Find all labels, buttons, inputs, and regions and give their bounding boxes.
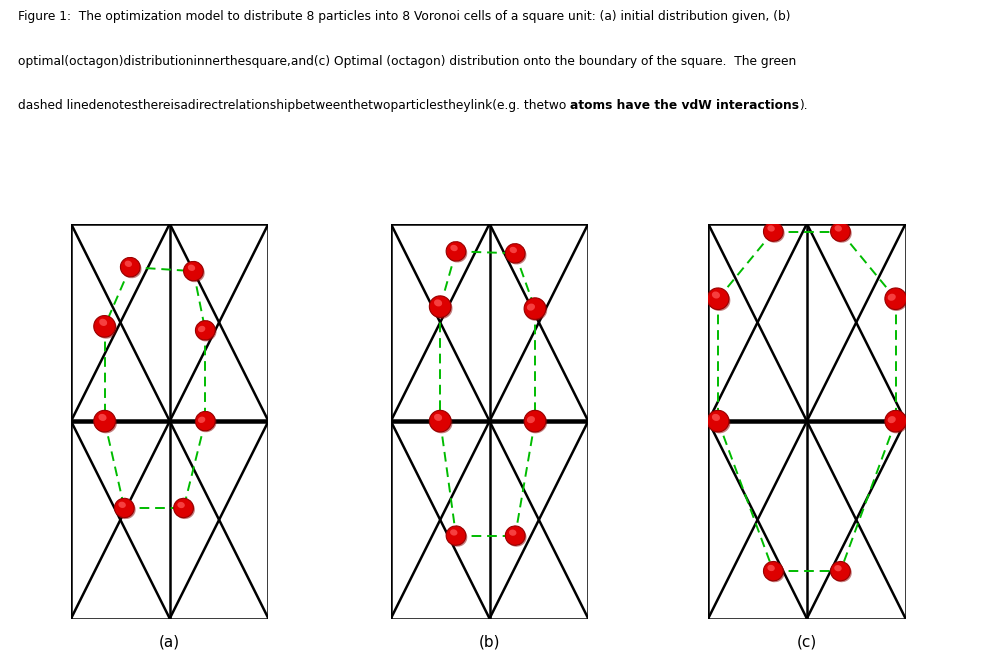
Ellipse shape	[188, 265, 195, 271]
Ellipse shape	[94, 412, 117, 434]
Ellipse shape	[94, 316, 117, 339]
Ellipse shape	[526, 416, 535, 423]
Ellipse shape	[506, 526, 525, 545]
Ellipse shape	[830, 561, 850, 581]
Ellipse shape	[98, 414, 106, 421]
Ellipse shape	[120, 257, 140, 277]
Ellipse shape	[198, 417, 206, 423]
Ellipse shape	[834, 225, 842, 232]
Ellipse shape	[446, 526, 465, 545]
Ellipse shape	[196, 413, 216, 432]
Ellipse shape	[509, 530, 517, 536]
Ellipse shape	[506, 527, 526, 547]
Ellipse shape	[99, 318, 107, 326]
Ellipse shape	[524, 412, 547, 434]
Ellipse shape	[524, 299, 547, 321]
Ellipse shape	[198, 326, 206, 332]
Ellipse shape	[430, 412, 453, 434]
Ellipse shape	[526, 303, 535, 311]
Ellipse shape	[450, 529, 458, 536]
Ellipse shape	[184, 263, 205, 282]
Ellipse shape	[429, 411, 451, 432]
Text: dashed linedenotesthereisadirectrelationshipbetweenthetwoparticlestheylink(e.g. : dashed linedenotesthereisadirectrelation…	[18, 99, 570, 112]
Ellipse shape	[434, 414, 442, 421]
Ellipse shape	[707, 288, 729, 309]
Ellipse shape	[93, 316, 115, 337]
Ellipse shape	[174, 498, 194, 518]
Ellipse shape	[114, 498, 134, 518]
Text: atoms have the vdW interactions: atoms have the vdW interactions	[570, 99, 799, 112]
Ellipse shape	[447, 527, 467, 547]
Ellipse shape	[764, 563, 784, 582]
Ellipse shape	[446, 241, 465, 261]
Ellipse shape	[711, 291, 720, 299]
Ellipse shape	[764, 222, 783, 241]
Ellipse shape	[506, 245, 526, 265]
Ellipse shape	[768, 225, 774, 232]
Ellipse shape	[451, 245, 458, 251]
Ellipse shape	[886, 412, 908, 434]
Ellipse shape	[115, 499, 136, 519]
Ellipse shape	[711, 414, 720, 421]
Text: (b): (b)	[479, 634, 500, 649]
Ellipse shape	[429, 296, 451, 317]
Text: (a): (a)	[159, 634, 180, 649]
Ellipse shape	[196, 322, 216, 342]
Ellipse shape	[834, 565, 841, 571]
Ellipse shape	[118, 501, 126, 508]
Ellipse shape	[888, 293, 895, 301]
Text: (c): (c)	[797, 634, 817, 649]
Ellipse shape	[764, 223, 784, 243]
Ellipse shape	[885, 288, 906, 309]
Ellipse shape	[831, 563, 852, 582]
Ellipse shape	[447, 243, 467, 263]
Ellipse shape	[174, 499, 195, 519]
Ellipse shape	[196, 411, 215, 431]
Ellipse shape	[93, 411, 115, 432]
Ellipse shape	[830, 222, 850, 241]
Text: Figure 1:  The optimization model to distribute 8 particles into 8 Voronoi cells: Figure 1: The optimization model to dist…	[18, 10, 790, 23]
Ellipse shape	[196, 320, 215, 340]
Ellipse shape	[707, 412, 730, 434]
Ellipse shape	[430, 297, 453, 319]
Ellipse shape	[764, 561, 783, 581]
Ellipse shape	[707, 290, 730, 311]
Ellipse shape	[506, 243, 525, 263]
Ellipse shape	[886, 290, 908, 311]
Text: ).: ).	[799, 99, 808, 112]
Ellipse shape	[768, 565, 774, 571]
Ellipse shape	[524, 411, 546, 432]
Ellipse shape	[888, 416, 895, 423]
Ellipse shape	[707, 411, 729, 432]
Ellipse shape	[434, 299, 442, 307]
Ellipse shape	[121, 259, 142, 278]
Ellipse shape	[831, 223, 852, 243]
Ellipse shape	[184, 261, 204, 281]
Ellipse shape	[125, 261, 132, 267]
Text: optimal(octagon)distributioninnerthesquare,and(c) Optimal (octagon) distribution: optimal(octagon)distributioninnerthesqua…	[18, 55, 796, 68]
Ellipse shape	[177, 502, 185, 508]
Ellipse shape	[510, 247, 517, 253]
Ellipse shape	[524, 298, 546, 319]
Ellipse shape	[885, 411, 906, 432]
